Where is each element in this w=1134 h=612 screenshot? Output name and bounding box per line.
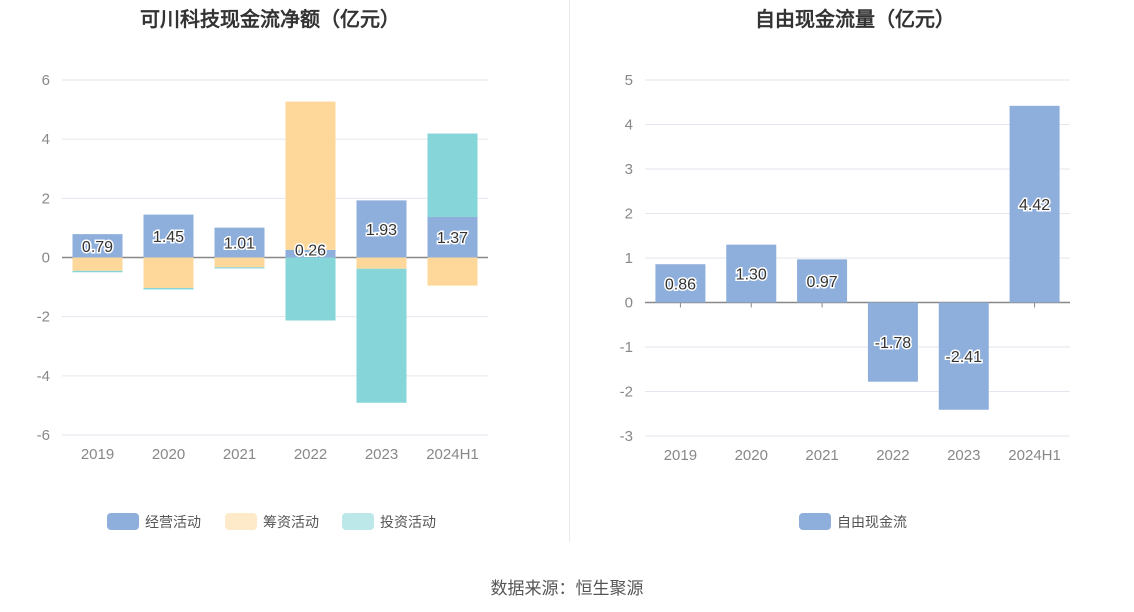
y-tick-label: 3 xyxy=(625,161,633,178)
bar-经营活动 xyxy=(143,214,194,258)
bar-筹资活动 xyxy=(427,257,478,286)
x-tick-label: 2024H1 xyxy=(426,446,479,463)
bar-筹资活动 xyxy=(72,257,123,271)
bar-筹资活动 xyxy=(214,257,265,268)
x-tick-label: 2024H1 xyxy=(1008,447,1061,464)
y-tick-label: 4 xyxy=(625,117,633,134)
data-label: 4.42 xyxy=(1019,197,1050,214)
y-tick-label: 4 xyxy=(42,131,50,148)
legend-label: 经营活动 xyxy=(145,514,201,530)
data-label: 1.01 xyxy=(224,236,255,253)
x-tick-label: 2022 xyxy=(876,447,909,464)
bar-自由现金流 xyxy=(938,302,989,410)
bar-自由现金流 xyxy=(726,244,777,303)
y-tick-label: 6 xyxy=(42,72,50,89)
bar-自由现金流 xyxy=(1009,105,1060,303)
bar-投资活动 xyxy=(143,287,194,290)
data-source: 数据来源：恒生聚源 xyxy=(490,579,644,598)
legend-label: 投资活动 xyxy=(380,514,436,530)
data-label: 0.97 xyxy=(807,274,838,291)
y-tick-label: -2 xyxy=(620,384,633,401)
x-tick-label: 2021 xyxy=(805,447,838,464)
y-tick-label: -4 xyxy=(37,368,50,385)
bar-自由现金流 xyxy=(797,259,848,303)
y-tick-label: -6 xyxy=(37,427,50,444)
bar-筹资活动 xyxy=(356,257,407,269)
data-label: 1.93 xyxy=(366,222,397,239)
x-tick-label: 2023 xyxy=(365,446,398,463)
bar-经营活动 xyxy=(427,216,478,258)
data-label: 1.45 xyxy=(153,229,184,246)
divider xyxy=(569,0,570,542)
legend-swatch xyxy=(225,513,257,530)
x-tick-label: 2019 xyxy=(81,446,114,463)
bar-经营活动 xyxy=(356,200,407,258)
y-tick-label: 0 xyxy=(625,295,633,312)
y-tick-label: 0 xyxy=(42,250,50,267)
data-label: 1.30 xyxy=(736,267,767,284)
y-tick-label: 2 xyxy=(42,190,50,207)
bar-投资活动 xyxy=(214,267,265,269)
bar-经营活动 xyxy=(285,249,336,258)
x-tick-label: 2020 xyxy=(735,447,768,464)
bar-筹资活动 xyxy=(285,101,336,250)
bar-投资活动 xyxy=(285,257,336,321)
bar-筹资活动 xyxy=(143,257,194,288)
legend-label: 筹资活动 xyxy=(263,514,319,530)
legend-swatch xyxy=(799,513,831,530)
x-tick-label: 2020 xyxy=(152,446,185,463)
x-tick-label: 2023 xyxy=(947,447,980,464)
bar-自由现金流 xyxy=(867,302,918,382)
data-label: 0.79 xyxy=(82,239,113,256)
data-label: 0.26 xyxy=(295,243,326,260)
x-tick-label: 2021 xyxy=(223,446,256,463)
y-tick-label: -3 xyxy=(620,428,633,445)
chart-title: 自由现金流量（亿元） xyxy=(755,7,955,31)
data-label: 0.86 xyxy=(665,276,696,293)
data-label: -1.78 xyxy=(875,335,912,352)
y-tick-label: 1 xyxy=(625,250,633,267)
legend-swatch xyxy=(107,513,139,530)
bar-自由现金流 xyxy=(655,264,706,303)
chart-title: 可川科技现金流净额（亿元） xyxy=(140,7,400,31)
bar-投资活动 xyxy=(427,133,478,217)
y-tick-label: -1 xyxy=(620,339,633,356)
y-tick-label: 5 xyxy=(625,72,633,89)
legend-label: 自由现金流 xyxy=(837,514,907,530)
legend-swatch xyxy=(342,513,374,530)
bar-经营活动 xyxy=(214,227,265,258)
data-label: 1.37 xyxy=(437,230,468,247)
bar-投资活动 xyxy=(72,270,123,273)
x-tick-label: 2022 xyxy=(294,446,327,463)
bar-经营活动 xyxy=(72,234,123,258)
y-tick-label: -2 xyxy=(37,309,50,326)
data-label: -2.41 xyxy=(946,349,983,366)
bar-投资活动 xyxy=(356,268,407,403)
x-tick-label: 2019 xyxy=(664,447,697,464)
y-tick-label: 2 xyxy=(625,206,633,223)
